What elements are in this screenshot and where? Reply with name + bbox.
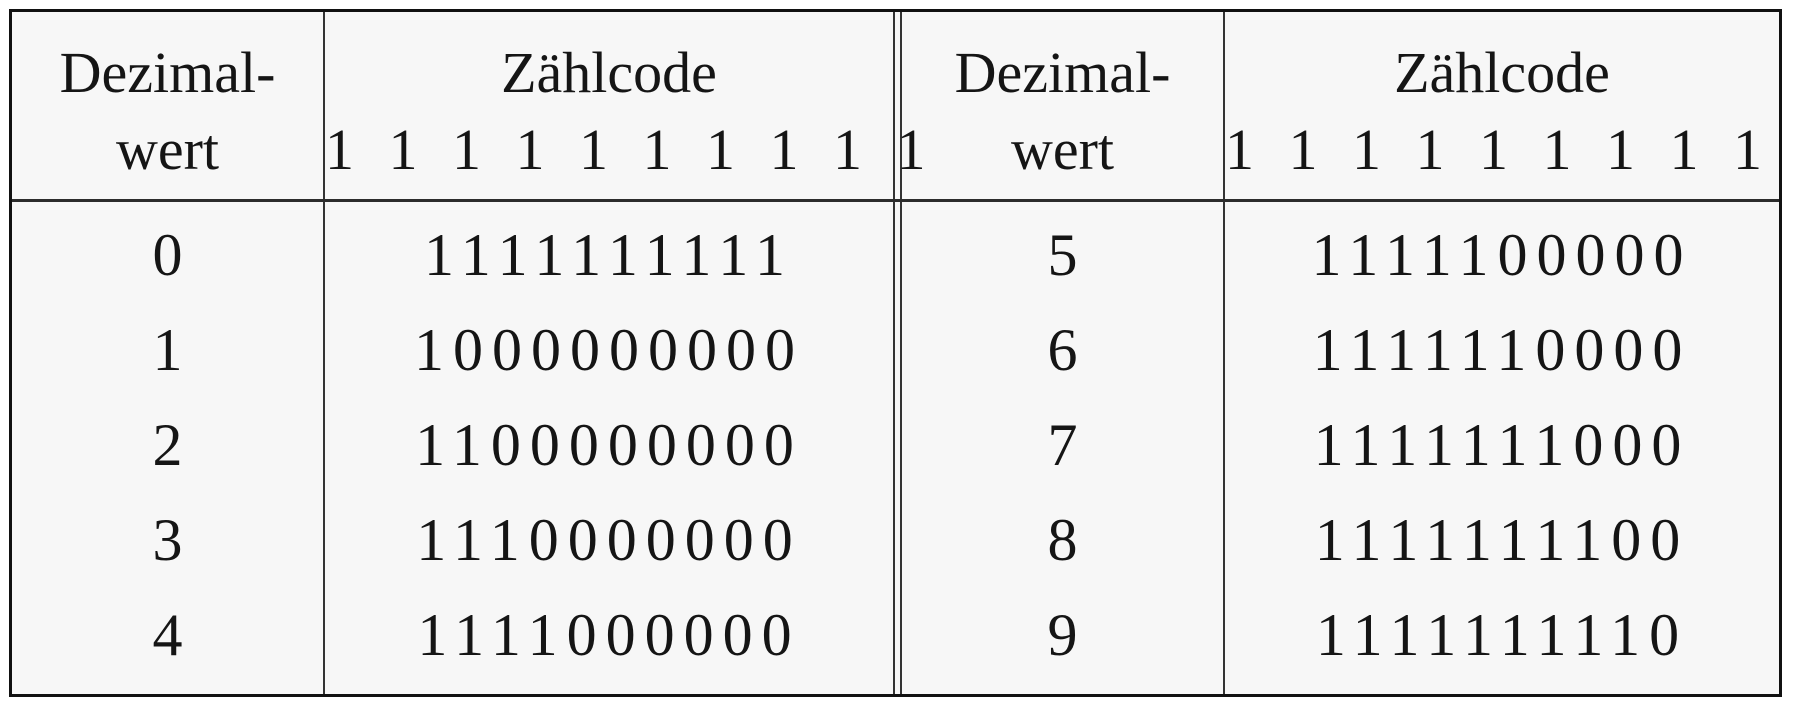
right-code-header-title: Zählcode xyxy=(1394,40,1610,105)
table-row-code: 1111000000 xyxy=(417,602,801,668)
table-row-code: 1111110000 xyxy=(1312,317,1692,383)
table-row-code: 1111111000 xyxy=(1313,412,1691,478)
center-double-divider-b xyxy=(900,12,902,694)
table-row-decimal: 7 xyxy=(1047,412,1078,478)
table-row-decimal: 5 xyxy=(1047,222,1078,288)
table-row-decimal: 1 xyxy=(152,317,183,383)
table-row-code: 1000000000 xyxy=(414,317,804,383)
column-divider-right xyxy=(1223,12,1225,694)
column-divider-left xyxy=(323,12,325,694)
center-double-divider-a xyxy=(893,12,895,694)
table-row-decimal: 6 xyxy=(1047,317,1078,383)
right-code-header-weights: 1 1 1 1 1 1 1 1 1 1 xyxy=(1225,117,1793,182)
table-row-code: 1111111110 xyxy=(1315,602,1689,668)
left-decimal-header-line1: Dezimal- xyxy=(59,40,276,105)
table-row-code: 1110000000 xyxy=(416,507,802,573)
counting-code-table: Dezimal- wert Zählcode 1 1 1 1 1 1 1 1 1… xyxy=(9,9,1793,697)
header-divider xyxy=(12,199,1779,202)
table-row-code: 1100000000 xyxy=(415,412,803,478)
table-row-code: 1111111111 xyxy=(424,222,794,288)
table-row-decimal: 9 xyxy=(1047,602,1078,668)
table-row-code: 1111100000 xyxy=(1311,222,1693,288)
left-code-header-title: Zählcode xyxy=(501,40,717,105)
left-code-header-weights: 1 1 1 1 1 1 1 1 1 1 xyxy=(325,117,936,182)
right-decimal-header-line1: Dezimal- xyxy=(954,40,1171,105)
table-row-decimal: 4 xyxy=(152,602,183,668)
left-decimal-header-line2: wert xyxy=(115,117,220,182)
table-row-decimal: 3 xyxy=(152,507,183,573)
table-row-decimal: 8 xyxy=(1047,507,1078,573)
right-decimal-header-line2: wert xyxy=(1010,117,1115,182)
table-row-decimal: 2 xyxy=(152,412,183,478)
table-row-code: 1111111100 xyxy=(1314,507,1690,573)
table-row-decimal: 0 xyxy=(152,222,183,288)
